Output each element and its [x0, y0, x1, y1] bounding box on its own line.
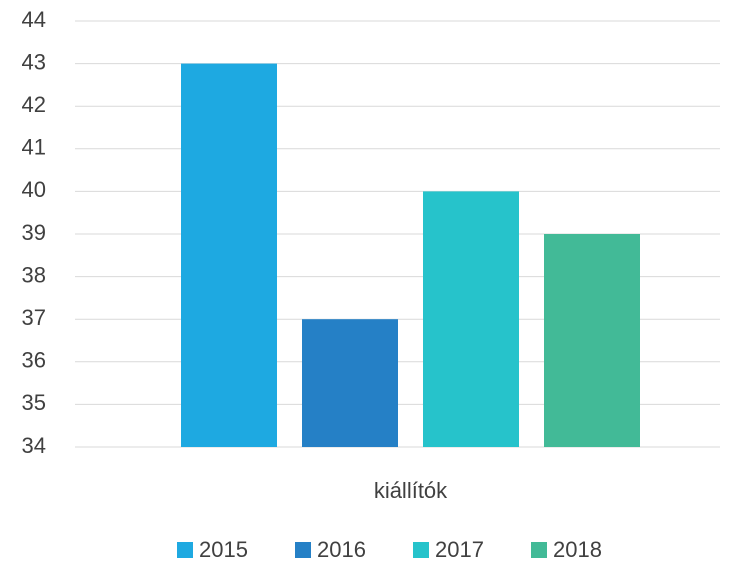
y-tick-label: 42	[22, 92, 46, 117]
y-tick-label: 41	[22, 135, 46, 160]
y-tick-label: 38	[22, 262, 46, 287]
bar	[302, 319, 398, 447]
legend-label: 2016	[317, 537, 366, 561]
y-tick-label: 40	[22, 177, 46, 202]
y-tick-label: 44	[22, 7, 46, 32]
y-tick-label: 34	[22, 433, 46, 458]
legend-swatch	[177, 542, 193, 558]
bar	[544, 234, 640, 447]
bar	[181, 63, 277, 447]
legend-label: 2015	[199, 537, 248, 561]
legend-swatch	[531, 542, 547, 558]
y-tick-label: 43	[22, 49, 46, 74]
x-tick-label: kiállítók	[374, 478, 448, 503]
y-tick-label: 36	[22, 348, 46, 373]
y-tick-label: 39	[22, 220, 46, 245]
bar	[423, 191, 519, 447]
legend-label: 2018	[553, 537, 602, 561]
legend-swatch	[413, 542, 429, 558]
legend-swatch	[295, 542, 311, 558]
legend-label: 2017	[435, 537, 484, 561]
y-tick-label: 37	[22, 305, 46, 330]
y-tick-label: 35	[22, 390, 46, 415]
